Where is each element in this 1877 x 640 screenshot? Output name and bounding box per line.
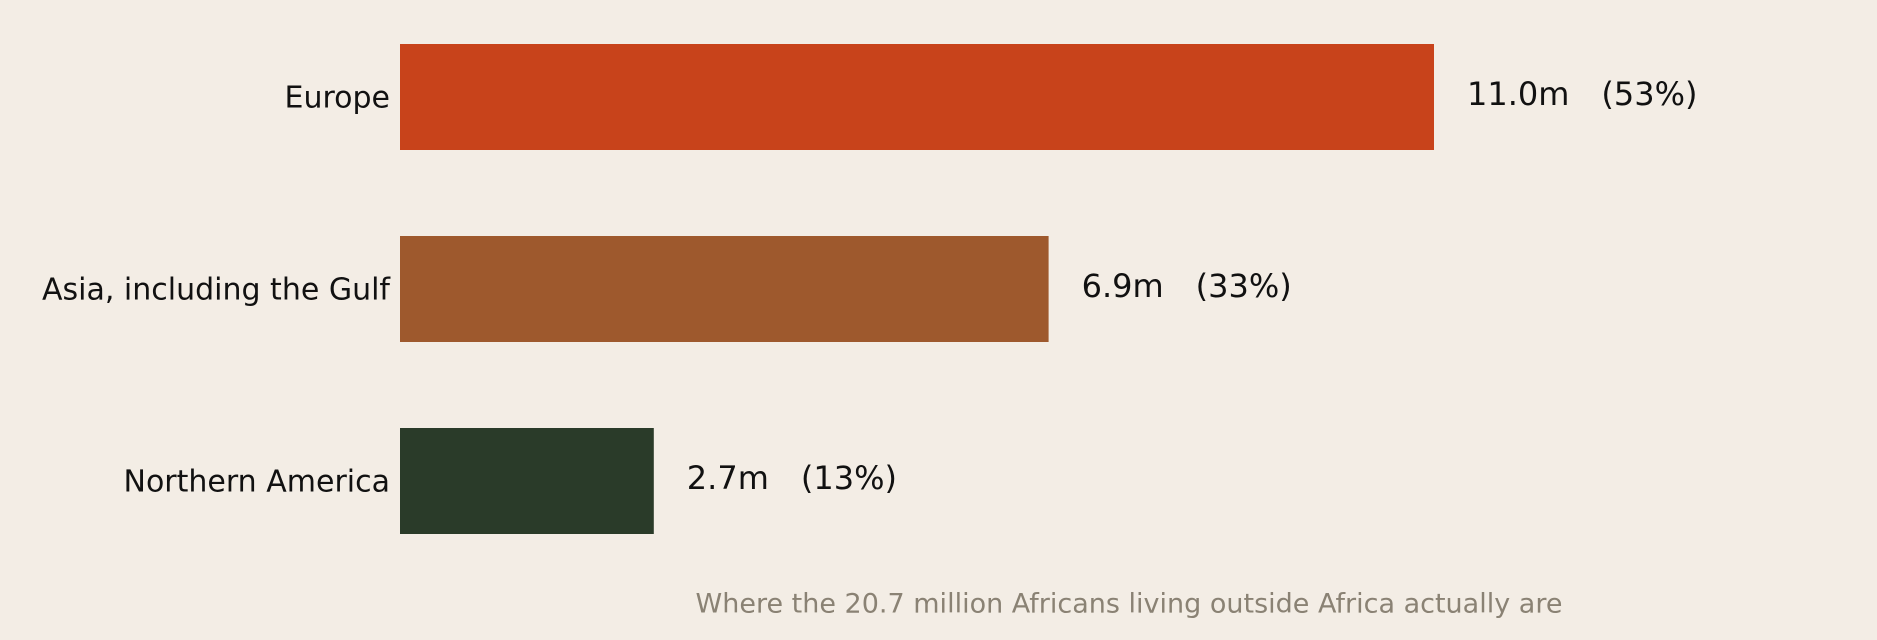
bar — [400, 44, 1434, 150]
value-label: 11.0m — [1467, 75, 1569, 113]
share-label: (33%) — [1196, 267, 1292, 305]
value-label: 6.9m — [1082, 267, 1164, 305]
value-label: 2.7m — [687, 459, 769, 497]
category-label: Northern America — [124, 465, 390, 500]
bar — [400, 236, 1049, 342]
category-label: Europe — [285, 81, 391, 116]
bar — [400, 428, 654, 534]
share-label: (53%) — [1601, 75, 1697, 113]
category-label: Asia, including the Gulf — [42, 273, 391, 308]
caption: Where the 20.7 million Africans living o… — [696, 589, 1563, 620]
share-label: (13%) — [801, 459, 897, 497]
